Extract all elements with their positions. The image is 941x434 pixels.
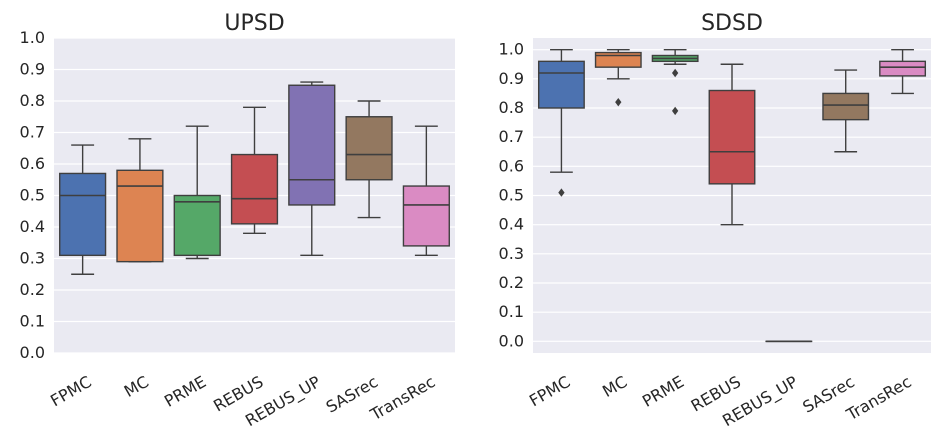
box-iqr <box>232 155 278 224</box>
y-tick-label: 0.4 <box>499 215 524 234</box>
box-iqr <box>346 117 392 180</box>
y-tick-label: 0.7 <box>499 127 524 146</box>
y-tick-label: 0.9 <box>499 69 524 88</box>
box-iqr <box>823 93 868 119</box>
x-tick-label: FPMC <box>526 372 573 410</box>
y-tick-label: 0.5 <box>499 186 524 205</box>
box-iqr <box>174 196 220 256</box>
box-iqr <box>880 61 925 76</box>
chart-title: UPSD <box>224 11 284 36</box>
y-tick-label: 0.4 <box>20 217 45 236</box>
y-tick-label: 0.1 <box>20 312 45 331</box>
box-iqr <box>117 170 163 261</box>
y-tick-label: 0.9 <box>20 60 45 79</box>
x-tick-label: TransRec <box>366 372 438 425</box>
y-tick-label: 1.0 <box>20 28 45 47</box>
x-tick-label: TransRec <box>842 372 914 425</box>
y-tick-label: 0.2 <box>20 280 45 299</box>
y-tick-label: 0.3 <box>20 249 45 268</box>
y-tick-label: 0.8 <box>499 98 524 117</box>
box-iqr <box>539 61 584 108</box>
x-tick-label: PRME <box>161 372 209 411</box>
y-tick-label: 0.1 <box>499 302 524 321</box>
box-iqr <box>709 91 754 184</box>
box-iqr <box>403 186 449 246</box>
y-tick-label: 0.3 <box>499 244 524 263</box>
box-iqr <box>60 173 106 255</box>
y-tick-label: 0.6 <box>499 156 524 175</box>
y-tick-label: 0.6 <box>20 154 45 173</box>
x-tick-label: FPMC <box>47 372 94 410</box>
y-tick-label: 0.0 <box>499 331 524 350</box>
x-tick-label: PRME <box>639 372 687 411</box>
y-tick-label: 1.0 <box>499 40 524 59</box>
y-tick-label: 0.8 <box>20 91 45 110</box>
y-tick-label: 0.7 <box>20 123 45 142</box>
y-tick-label: 0.5 <box>20 186 45 205</box>
chart-panel-2: 0.0 0.1 0.2 0.3 0.4 0.5 0.6 0.7 0.8 0.9 1.0 SDSD FPM… <box>499 11 931 429</box>
chart-title: SDSD <box>701 11 763 36</box>
box-iqr <box>289 85 335 205</box>
y-tick-label: 0.2 <box>499 273 524 292</box>
x-tick-label: MC <box>599 372 630 401</box>
chart-panel-1: 0.0 0.1 0.2 0.3 0.4 0.5 0.6 0.7 0.8 0.9 1.0 UPSD FPM… <box>20 11 455 429</box>
x-tick-label: MC <box>121 372 152 401</box>
y-tick-label: 0.0 <box>20 343 45 362</box>
